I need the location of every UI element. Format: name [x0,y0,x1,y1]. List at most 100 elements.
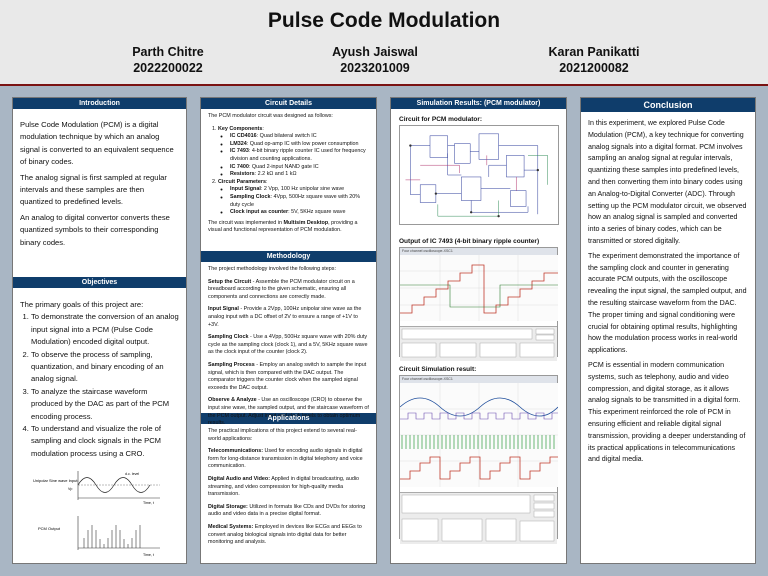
application-item: Digital Audio and Video: Applied in digi… [208,476,369,499]
application-desc: Applied in digital broadcasting, audio s… [208,475,360,498]
author-id: 2022200022 [133,61,203,75]
param-item: Sampling Clock: 4Vpp, 500Hz square wave … [230,194,369,209]
introduction-heading: Introduction [13,98,186,109]
method-step: Setup the Circuit - Assemble the PCM mod… [208,279,369,302]
middle-column: Circuit Details The PCM modulator circui… [200,97,377,564]
counter-waveform [400,255,558,321]
circuit-details-heading: Circuit Details [201,98,376,109]
param-desc: : 5V, 5KHz square wave [288,209,346,216]
figure-label-input: Unipolar Sine wave Input [33,478,78,483]
param-name: Input Signal [230,186,261,193]
oscilloscope-control-panel [401,328,555,358]
step-name: Input Signal [208,306,239,313]
objective-item: To analyze the staircase waveform produc… [31,386,179,423]
step-name: Sampling Process [208,361,255,368]
objective-item: To understand and visualize the role of … [31,423,179,460]
pcm-circuit-schematic [399,125,559,225]
component-item: Resistors: 2.2 kΩ and 1 kΩ [230,171,369,179]
step-desc: - Employ an analog switch to sample the … [208,361,367,391]
step-desc: - Assemble the PCM modulator circuit on … [208,278,355,300]
left-column: Introduction Pulse Code Modulation (PCM)… [12,97,187,564]
figure-label-pcm: PCM Output [38,526,61,531]
key-components-item: Key Components: IC CD4016: Quad bilatera… [218,126,369,179]
poster-title: Pulse Code Modulation [267,9,501,32]
intro-paragraph: Pulse Code Modulation (PCM) is a digital… [20,120,174,167]
oscilloscope-controls [400,492,557,544]
application-name: Medical Systems: [208,523,254,530]
fig-circuit-label: Circuit for PCM modulator: [399,116,483,123]
closing-text: The circuit was implemented in [208,219,284,226]
param-desc: : 2 Vpp, 100 Hz unipolar sine wave [260,186,345,193]
counter-oscilloscope: Four channel oscilloscope-XSC1 [399,247,558,361]
oscilloscope-control-panel [401,494,555,542]
component-item: LM324: Quad op-amp IC with low power con… [230,141,369,149]
author-name: Ayush Jaiswal [332,45,418,59]
intro-paragraph: An analog to digital convertor converts … [20,212,170,247]
circuit-list: Key Components: IC CD4016: Quad bilatera… [208,126,369,217]
component-desc: : Quad 2-input NAND gate IC [248,163,319,170]
author-3: Karan Panikatti 2021200082 [494,44,694,76]
application-desc: Used for encoding audio signals in digit… [208,448,363,470]
step-name: Observe & Analyze [208,397,257,404]
application-name: Digital Audio and Video: [208,475,270,482]
application-name: Digital Storage: [208,503,248,510]
author-id: 2023201009 [340,61,410,75]
author-name: Parth Chitre [132,45,204,59]
applications-intro: The practical implications of this proje… [208,428,357,442]
conclusion-paragraph: The experiment demonstrated the importan… [588,251,747,355]
step-desc: - Use a 4Vpp, 500Hz square wave with 20%… [208,334,368,356]
step-name: Sampling Clock [208,334,249,341]
pcm-pulses [83,525,141,548]
author-id: 2021200082 [559,61,629,75]
component-item: IC 7400: Quad 2-input NAND gate IC [230,164,369,172]
conclusion-paragraph: PCM is essential in modern communication… [588,360,746,464]
objective-item: To observe the process of sampling, quan… [31,349,179,386]
author-1: Parth Chitre 2022200022 [68,44,268,76]
figure-label-dc: d.c. level [125,472,139,476]
method-step: Sampling Process - Employ an analog swit… [208,362,369,392]
component-item: IC 7493: 4-bit binary ripple counter IC … [230,148,369,163]
methodology-heading: Methodology [201,251,376,262]
author-2: Ayush Jaiswal 2023201009 [275,44,475,76]
methodology-body: The project methodology involved the fol… [201,262,376,426]
step-name: Setup the Circuit [208,278,252,285]
param-item: Clock input as counter: 5V, 5KHz square … [230,209,369,217]
application-desc: Utilized in formats like CDs and DVDs fo… [208,503,366,518]
circuit-details-body: The PCM modulator circuit was designed a… [201,109,376,251]
conclusion-body: In this experiment, we explored Pulse Co… [581,112,755,466]
application-item: Digital Storage: Utilized in formats lik… [208,504,369,519]
closing-text: , providing a visual and functional repr… [208,219,358,234]
oscilloscope-title: Four channel oscilloscope-XSC1 [400,376,557,383]
circuit-params-item: Circuit Parameters: Input Signal: 2 Vpp,… [218,179,369,217]
intro-paragraph: The analog signal is first sampled at re… [20,172,167,207]
circuit-closing: The circuit was implemented in Multisim … [208,220,369,235]
objectives-list: To demonstrate the conversion of an anal… [13,311,186,460]
introduction-body: Pulse Code Modulation (PCM) is a digital… [13,109,186,277]
fig-counter-label: Output of IC 7493 (4-bit binary ripple c… [399,238,540,245]
application-item: Medical Systems: Employed in devices lik… [208,524,369,547]
step-desc: - Provide a 2Vpp, 100Hz unipolar sine wa… [208,306,362,328]
application-item: Telecommunications: Used for encoding au… [208,448,369,471]
component-desc: : 4-bit binary ripple counter IC used fo… [230,148,366,162]
objective-item: To demonstrate the conversion of an anal… [31,311,179,348]
figure-label-time: Time, t [143,553,154,557]
params-list: Input Signal: 2 Vpp, 100 Hz unipolar sin… [218,186,369,216]
component-name: Resistors [230,171,255,178]
component-name: LM324 [230,140,247,147]
application-name: Telecommunications: [208,448,264,455]
closing-bold: Multisim Desktop [283,219,329,226]
param-name: Clock input as counter [230,209,289,216]
component-name: IC 7493 [230,148,249,155]
objectives-heading: Objectives [13,277,186,288]
key-components-title: Key Components [218,125,263,132]
component-name: IC 7400 [230,163,249,170]
objectives-intro: The primary goals of this project are: [20,300,144,309]
param-desc: : 4Vpp, 500Hz square wave with 20% duty … [230,193,361,208]
conclusion-paragraph: In this experiment, we explored Pulse Co… [588,119,747,245]
oscilloscope-controls [400,326,557,361]
method-step: Sampling Clock - Use a 4Vpp, 500Hz squar… [208,334,369,357]
method-step: Input Signal - Provide a 2Vpp, 100Hz uni… [208,306,369,329]
param-name: Sampling Clock [230,193,271,200]
components-list: IC CD4016: Quad bilateral switch IC LM32… [218,133,369,179]
component-desc: : 2.2 kΩ and 1 kΩ [254,171,297,178]
